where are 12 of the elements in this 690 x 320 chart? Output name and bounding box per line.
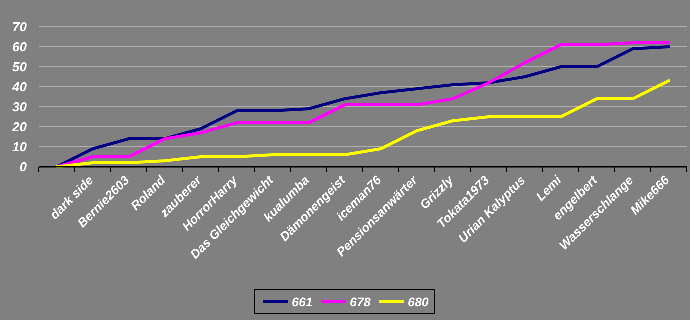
y-tick-label: 60: [12, 40, 28, 55]
legend-label: 678: [350, 295, 371, 310]
y-tick-label: 40: [12, 80, 28, 95]
line-series: [56, 80, 670, 168]
y-tick-label: 30: [12, 100, 28, 115]
legend-label: 680: [408, 295, 429, 310]
y-tick-label: 20: [12, 120, 28, 135]
legend-label: 661: [292, 295, 313, 310]
y-tick-label: 70: [12, 20, 28, 35]
y-tick-label: 10: [12, 140, 28, 155]
y-tick-label: 50: [12, 60, 28, 75]
y-tick-label: 0: [20, 160, 28, 175]
